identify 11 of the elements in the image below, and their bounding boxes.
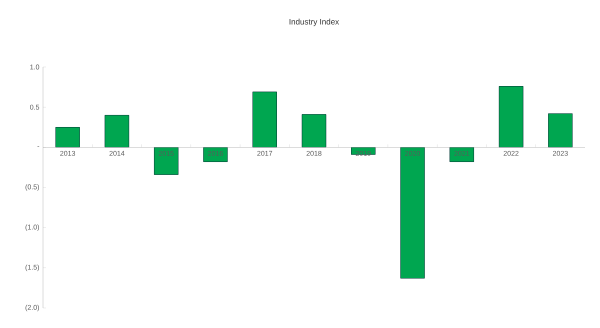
bar xyxy=(498,86,524,148)
bar xyxy=(450,147,474,162)
bar xyxy=(203,147,228,162)
bar xyxy=(400,147,425,279)
bar xyxy=(55,126,80,148)
bar xyxy=(302,114,326,148)
bar xyxy=(548,113,573,148)
chart-title: Industry Index xyxy=(290,18,340,26)
bar xyxy=(104,114,130,148)
bar xyxy=(252,92,277,148)
bar xyxy=(154,147,178,175)
